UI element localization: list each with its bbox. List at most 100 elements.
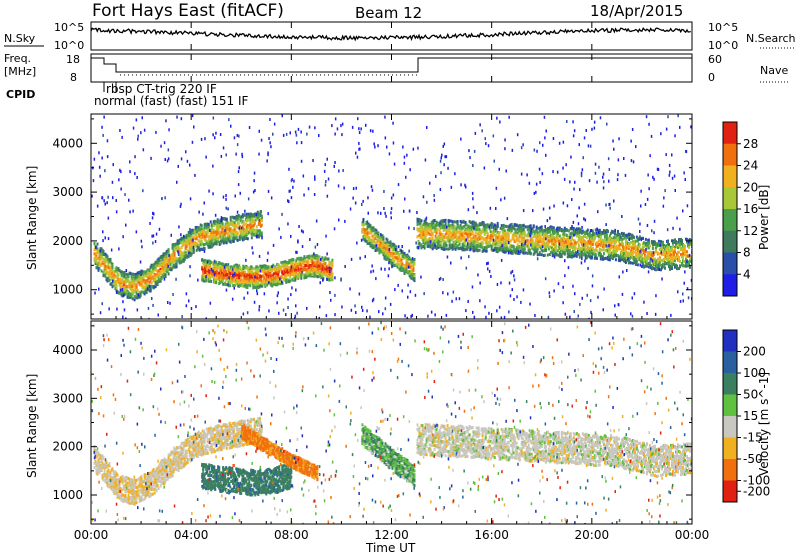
power-cell (241, 278, 244, 282)
power-cell (461, 226, 464, 230)
power-cell (237, 266, 240, 270)
power-cell (474, 241, 477, 245)
power-cell (425, 231, 428, 234)
power-cell (147, 284, 150, 288)
power-cell (196, 229, 199, 233)
power-cell (386, 245, 389, 249)
power-cell (204, 230, 207, 234)
power-cell (226, 236, 229, 239)
power-cell (260, 275, 263, 278)
power-cell (180, 260, 183, 264)
power-cell (527, 231, 530, 235)
power-cell (214, 220, 217, 224)
power-cell (364, 228, 367, 232)
power-cell (561, 251, 564, 255)
power-cell (166, 256, 169, 260)
power-cell (113, 275, 116, 279)
power-cell (484, 223, 487, 227)
power-cell (183, 257, 186, 261)
power-cell (120, 293, 123, 297)
power-cell (221, 239, 224, 243)
power-cell (102, 249, 105, 253)
power-cell (247, 231, 250, 235)
power-cell (572, 252, 575, 256)
power-cell (254, 267, 257, 271)
power-cell (402, 253, 405, 257)
power-cell (235, 235, 238, 239)
power-cell (449, 231, 452, 235)
power-cell (256, 210, 259, 214)
power-cell (483, 232, 486, 236)
power-cell (195, 248, 198, 252)
power-cell (115, 268, 118, 272)
power-cell (140, 282, 143, 286)
power-cell (457, 238, 460, 242)
power-cell (180, 237, 183, 241)
power-cell (558, 226, 561, 230)
mhz-label: [MHz] (4, 65, 36, 78)
power-cell (240, 230, 243, 234)
power-cell (536, 253, 539, 257)
power-cell (254, 271, 257, 275)
power-cell (601, 257, 604, 261)
power-cell (301, 261, 304, 265)
power-cell (238, 264, 241, 268)
power-cell (485, 238, 488, 242)
power-cell (522, 244, 525, 248)
power-cell (97, 249, 100, 253)
power-cell (260, 223, 263, 227)
power-cell (507, 237, 510, 241)
power-cell (460, 228, 463, 232)
power-cell (524, 244, 527, 248)
power-cell (412, 267, 415, 271)
power-cell (320, 263, 323, 267)
power-cell (425, 221, 428, 225)
power-cell (601, 245, 604, 249)
power-cell (611, 240, 614, 244)
power-cell (203, 247, 206, 251)
power-cell (477, 234, 480, 238)
power-cell (256, 272, 259, 276)
power-cell (551, 229, 554, 233)
power-cell (150, 273, 153, 277)
power-cell (550, 226, 553, 230)
power-cell (331, 276, 334, 280)
power-cell (556, 249, 559, 253)
power-cell (149, 289, 152, 293)
power-cell (288, 261, 291, 265)
power-cell (419, 231, 422, 235)
power-cell (295, 258, 298, 262)
power-cell (439, 231, 442, 235)
power-cell (145, 283, 148, 287)
power-cell (244, 222, 247, 226)
power-cell (436, 227, 439, 231)
power-cell (96, 264, 99, 268)
power-cell (191, 242, 194, 246)
power-cell (447, 233, 450, 237)
power-cell (248, 278, 251, 282)
power-cell (572, 227, 575, 230)
power-cell (418, 218, 421, 221)
power-cell (208, 242, 211, 246)
power-cell (462, 219, 465, 223)
nsearch-label: N.Search (746, 32, 796, 45)
power-cell (448, 243, 451, 247)
power-cell (305, 264, 308, 267)
power-cell (531, 240, 534, 244)
power-cell (206, 235, 209, 239)
power-cell (155, 260, 158, 264)
power-cell (563, 252, 566, 256)
power-cell (469, 233, 472, 236)
power-cell (591, 243, 594, 246)
power-cell (564, 237, 567, 241)
power-cell (567, 229, 570, 233)
power-cell (98, 259, 101, 263)
power-cell (605, 236, 608, 240)
power-cell (139, 294, 142, 298)
power-cell (163, 252, 166, 256)
power-cell (382, 235, 385, 239)
power-cell (396, 260, 399, 264)
power-cell (538, 238, 541, 242)
power-cell (392, 252, 395, 256)
noise-line (90, 27, 691, 42)
